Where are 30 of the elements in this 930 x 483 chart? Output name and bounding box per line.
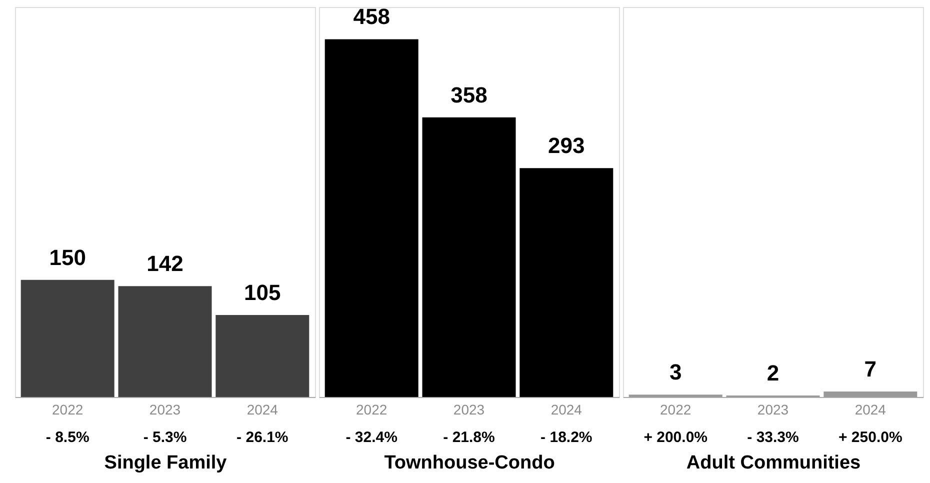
data-label: 2 [766, 360, 780, 386]
x-tick-label: 2022 [660, 402, 692, 418]
data-label: 458 [353, 4, 390, 30]
x-tick-label: 2024 [246, 402, 278, 418]
data-label: 358 [450, 82, 488, 108]
text: - 33.3% [747, 429, 799, 446]
x-axis-title: Single Family [104, 452, 228, 474]
data-label: 105 [244, 280, 281, 305]
x-tick-label: 2024 [854, 402, 886, 418]
x-tick-label: 2024 [550, 402, 582, 418]
data-label: 3 [669, 360, 682, 385]
data-label: 7 [864, 356, 877, 382]
data-label: 142 [146, 251, 184, 276]
x-tick-label: 2023 [149, 402, 181, 418]
x-tick-label: 2022 [52, 402, 84, 418]
text: - 26.1% [236, 429, 288, 446]
text: - 21.8% [443, 429, 495, 446]
x-tick-label: 2023 [757, 402, 789, 418]
data-label: 293 [548, 133, 585, 158]
text: + 200.0% [644, 429, 708, 446]
text: - 5.3% [143, 429, 187, 446]
text: - 18.2% [540, 429, 592, 446]
x-tick-label: 2022 [356, 402, 388, 418]
x-axis-title: Townhouse-Condo [384, 452, 555, 474]
text: - 8.5% [46, 429, 90, 446]
x-tick-label: 2023 [453, 402, 485, 418]
text: - 32.4% [346, 429, 398, 446]
text: + 250.0% [838, 429, 902, 446]
data-label: 150 [49, 244, 86, 270]
x-axis-title: Adult Communities [686, 452, 861, 474]
